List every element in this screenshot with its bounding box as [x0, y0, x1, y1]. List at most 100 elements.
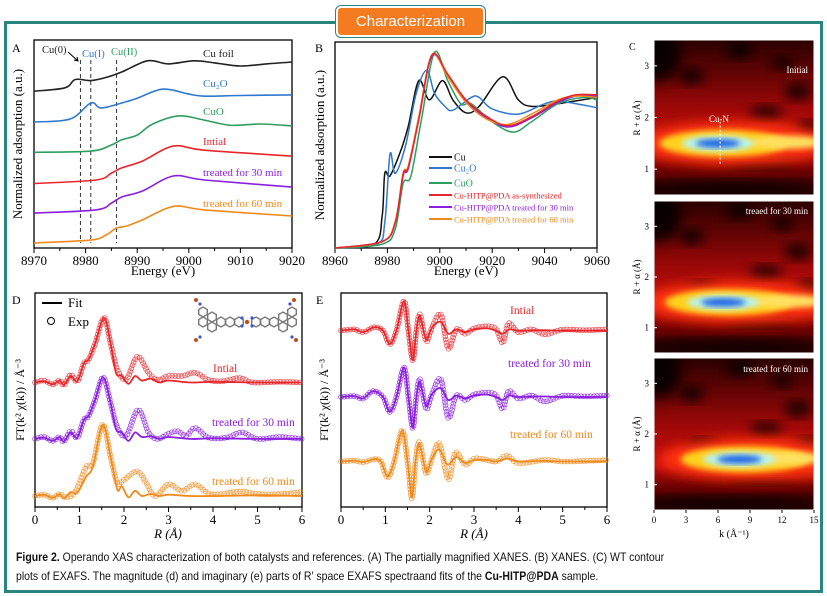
exp-data-point [81, 468, 87, 475]
exp-data-point [134, 468, 140, 475]
exp-data-point [139, 413, 146, 420]
exp-data-point [192, 481, 199, 488]
figure-caption: Figure 2. Operando XAS characterization … [16, 548, 812, 586]
exp-data-point [141, 419, 148, 426]
exp-data-point [523, 459, 530, 466]
series-label: treated for 30 min [203, 167, 283, 179]
caption-figure-label: Figure 2. [16, 551, 60, 564]
exp-data-point [169, 372, 176, 379]
molecule-ring [269, 316, 279, 328]
map-dark-region [750, 422, 782, 436]
series-label: treated for 60 min [203, 198, 283, 210]
exp-data-point [450, 334, 456, 341]
copper-atom [292, 298, 296, 302]
exp-data-point [503, 395, 509, 402]
copper-atom [194, 298, 198, 302]
x-tick-label: 8980 [374, 253, 400, 268]
exp-data-point [136, 407, 143, 414]
nitrogen-atom [240, 324, 244, 328]
exp-data-point [146, 486, 153, 493]
exp-data-point [180, 431, 187, 438]
map-dark-region [728, 322, 793, 329]
exp-data-point [367, 389, 373, 396]
y-tick-label: 3 [645, 61, 650, 71]
molecule-ring [207, 321, 217, 333]
x-tick-label: 2 [426, 512, 433, 527]
series-label: CuO [203, 106, 224, 118]
exp-data-point [594, 393, 600, 399]
exp-data-point [233, 430, 240, 437]
exp-data-point [542, 457, 549, 463]
copper-atom [244, 319, 250, 325]
nitrogen-atom [198, 335, 202, 339]
exp-data-point [256, 491, 262, 497]
exp-data-point [520, 460, 526, 466]
x-tick-label: 9020 [479, 253, 505, 268]
exp-data-point [401, 364, 408, 371]
exp-data-point [567, 326, 573, 333]
exp-data-point [285, 434, 292, 441]
exp-data-point [596, 326, 602, 333]
exp-data-point [545, 331, 552, 337]
x-tick-label: 5 [559, 512, 566, 527]
x-tick-label: 8990 [124, 253, 150, 268]
exp-data-point [131, 469, 137, 476]
exp-data-point [378, 458, 384, 465]
panel-c-ylabel-1: R + α (Å) [632, 100, 642, 135]
exp-data-point [166, 430, 172, 437]
exp-data-point [451, 397, 458, 404]
series-line [334, 69, 598, 249]
exp-data-point [450, 400, 457, 407]
fit-line [340, 429, 608, 499]
series-label: treated for 30 min [212, 417, 295, 429]
exp-data-point [87, 352, 94, 359]
exp-data-point [600, 392, 607, 399]
copper-atom [194, 338, 198, 342]
map-dark-region [726, 42, 753, 59]
exp-data-point [496, 333, 503, 339]
map-dark-region [728, 479, 793, 486]
exp-data-point [185, 371, 191, 378]
exp-data-point [565, 392, 572, 399]
exp-data-point [84, 463, 90, 469]
x-tick-label: 6 [299, 512, 306, 527]
x-tick-label: 4 [210, 512, 217, 527]
x-tick-label: 15 [810, 515, 820, 525]
exp-data-point [513, 459, 520, 466]
exp-data-point [571, 393, 578, 399]
x-tick-label: 9000 [427, 253, 453, 268]
edge-annotation: Cu(0) [42, 45, 67, 56]
exp-data-point [500, 404, 507, 411]
exp-data-point [245, 378, 252, 385]
map-dark-region [654, 201, 681, 242]
map-dark-region [678, 68, 705, 84]
exp-data-point [442, 333, 449, 340]
exp-data-point [435, 311, 442, 318]
exp-data-point [496, 399, 503, 406]
exp-data-point [134, 407, 140, 414]
series-label: Intial [203, 136, 226, 148]
exp-data-point [568, 392, 575, 399]
map-dark-region [771, 374, 793, 387]
exp-data-point [139, 472, 145, 479]
map-yellow-tail [750, 294, 814, 308]
exp-data-point [435, 440, 442, 447]
exp-data-point [86, 463, 93, 469]
exp-data-point [81, 415, 88, 422]
exp-data-point [44, 493, 51, 499]
wt-contour-map-1 [654, 40, 814, 195]
exp-data-point [440, 389, 447, 396]
exp-data-point [124, 431, 131, 437]
exp-data-point [194, 370, 201, 377]
exp-data-point [449, 407, 455, 413]
exp-data-point [593, 457, 600, 464]
exp-data-point [242, 430, 249, 437]
x-tick-label: 0 [338, 512, 345, 527]
exp-data-point [448, 410, 455, 416]
exp-data-point [545, 457, 552, 463]
exp-data-point [129, 362, 136, 369]
exp-data-point [590, 457, 596, 464]
x-tick-label: 8960 [322, 253, 348, 268]
exp-data-point [518, 329, 524, 336]
